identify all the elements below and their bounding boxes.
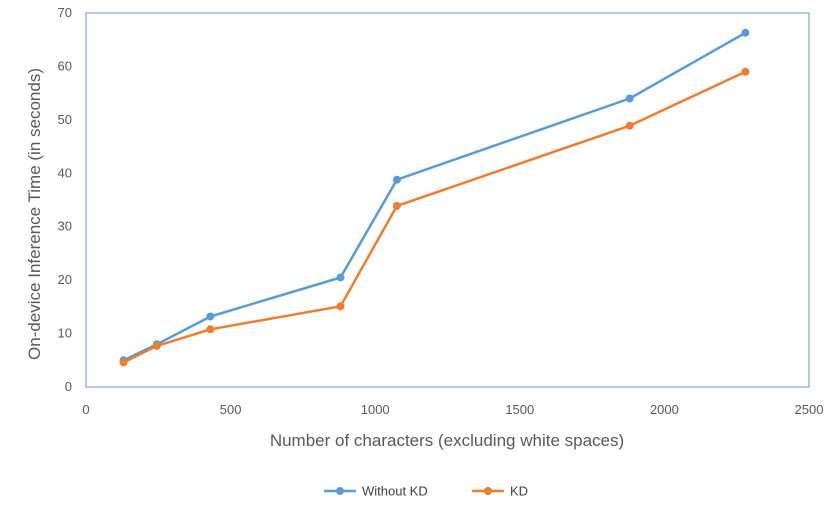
data-point: [392, 175, 401, 184]
y-tick-label: 60: [58, 58, 72, 73]
plot-area: [85, 12, 810, 388]
legend-marker-1: [484, 487, 492, 495]
x-tick-label: 2500: [795, 402, 824, 417]
data-point: [206, 325, 215, 334]
legend-label-1: KD: [510, 484, 528, 499]
x-axis-title: Number of characters (excluding white sp…: [270, 431, 624, 450]
x-tick-label: 1500: [505, 402, 534, 417]
data-point: [336, 302, 345, 311]
data-point: [741, 28, 750, 37]
y-tick-label: 70: [58, 5, 72, 20]
series-line-0: [123, 31, 747, 362]
y-tick-label: 50: [58, 112, 72, 127]
data-point: [152, 341, 161, 350]
x-tick-label: 500: [220, 402, 242, 417]
data-point: [392, 201, 401, 210]
data-point: [625, 94, 634, 103]
legend: Without KD KD: [324, 484, 528, 499]
x-tick-label: 0: [82, 402, 89, 417]
legend-marker-0: [336, 487, 344, 495]
y-axis-title: On-device Inference Time (in seconds): [25, 68, 44, 360]
data-point: [741, 67, 750, 76]
x-tick-label: 2000: [650, 402, 679, 417]
x-tick-label: 1000: [361, 402, 390, 417]
y-tick-label: 20: [58, 272, 72, 287]
data-point: [336, 273, 345, 282]
data-point: [206, 312, 215, 321]
y-tick-label: 40: [58, 165, 72, 180]
series-line-1: [123, 70, 746, 364]
y-tick-label: 10: [58, 326, 72, 341]
data-point: [625, 121, 634, 130]
legend-label-0: Without KD: [362, 484, 428, 499]
data-point: [119, 358, 128, 367]
y-tick-label: 0: [65, 379, 72, 394]
y-tick-label: 30: [58, 219, 72, 234]
